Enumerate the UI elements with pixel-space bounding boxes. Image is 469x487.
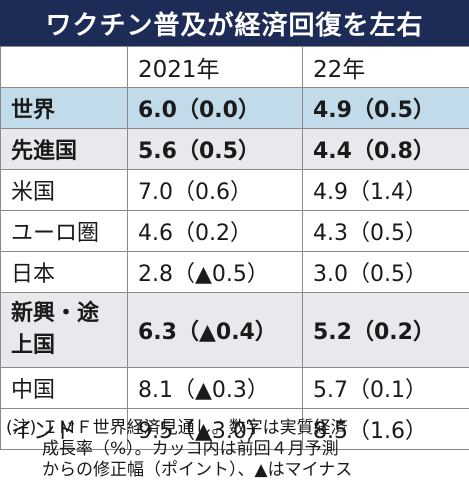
row-label: ユーロ圏 xyxy=(0,210,128,252)
value-2021: 7.0（0.6） xyxy=(127,169,303,211)
row-label-line2: 上国 xyxy=(11,333,56,358)
footnote-line: からの修正幅（ポイント）、▲はマイナス xyxy=(42,460,353,480)
row-label: インド xyxy=(0,408,128,450)
header-row: 2021年 22年 xyxy=(0,46,469,88)
row-label: 中国 xyxy=(0,367,128,409)
header-2021: 2021年 xyxy=(127,46,303,88)
row-label: 世界 xyxy=(0,87,128,129)
table-row: ユーロ圏 4.6（0.2） 4.3（0.5） xyxy=(0,210,469,252)
value-2021: 5.6（0.5） xyxy=(127,128,303,170)
value-2022: 4.9（1.4） xyxy=(302,169,469,211)
row-label: 米国 xyxy=(0,169,128,211)
value-2022: 5.2（0.2） xyxy=(302,292,469,368)
value-2022: 8.5（1.6） xyxy=(302,408,469,450)
table-title: ワクチン普及が経済回復を左右 xyxy=(0,0,469,46)
table-row: 米国 7.0（0.6） 4.9（1.4） xyxy=(0,169,469,211)
value-2021: 6.3（▲0.4） xyxy=(127,292,303,368)
footnote-line: (注) ＩＭＦ世界経済見通し。数字は実質経済 xyxy=(6,418,348,438)
value-2022: 4.9（0.5） xyxy=(302,87,469,129)
table-row: 新興・途 上国 6.3（▲0.4） 5.2（0.2） xyxy=(0,292,469,368)
value-2021: 4.6（0.2） xyxy=(127,210,303,252)
header-corner xyxy=(0,46,128,88)
table-row: 世界 6.0（0.0） 4.9（0.5） xyxy=(0,87,469,129)
footnote-line: 成長率（%）。カッコ内は前回４月予測 xyxy=(42,439,339,459)
value-2022: 4.4（0.8） xyxy=(302,128,469,170)
value-2022: 5.7（0.1） xyxy=(302,367,469,409)
row-label-line1: 新興・途 xyxy=(11,301,100,326)
table-row: 日本 2.8（▲0.5） 3.0（0.5） xyxy=(0,251,469,293)
row-label: 新興・途 上国 xyxy=(0,292,128,368)
value-2022: 3.0（0.5） xyxy=(302,251,469,293)
table-row: インド 9.5（▲3.0） 8.5（1.6） xyxy=(0,408,469,450)
value-2021: 2.8（▲0.5） xyxy=(127,251,303,293)
growth-forecast-table: 2021年 22年 世界 6.0（0.0） 4.9（0.5） 先進国 5.6（0… xyxy=(0,46,469,450)
value-2022: 4.3（0.5） xyxy=(302,210,469,252)
value-2021: 9.5（▲3.0） xyxy=(127,408,303,450)
row-label: 日本 xyxy=(0,251,128,293)
row-label: 先進国 xyxy=(0,128,128,170)
value-2021: 8.1（▲0.3） xyxy=(127,367,303,409)
header-2022: 22年 xyxy=(302,46,469,88)
footnote: (注) ＩＭＦ世界経済見通し。数字は実質経済 成長率（%）。カッコ内は前回４月予… xyxy=(6,418,464,481)
table-row: 中国 8.1（▲0.3） 5.7（0.1） xyxy=(0,367,469,409)
table-row: 先進国 5.6（0.5） 4.4（0.8） xyxy=(0,128,469,170)
value-2021: 6.0（0.0） xyxy=(127,87,303,129)
